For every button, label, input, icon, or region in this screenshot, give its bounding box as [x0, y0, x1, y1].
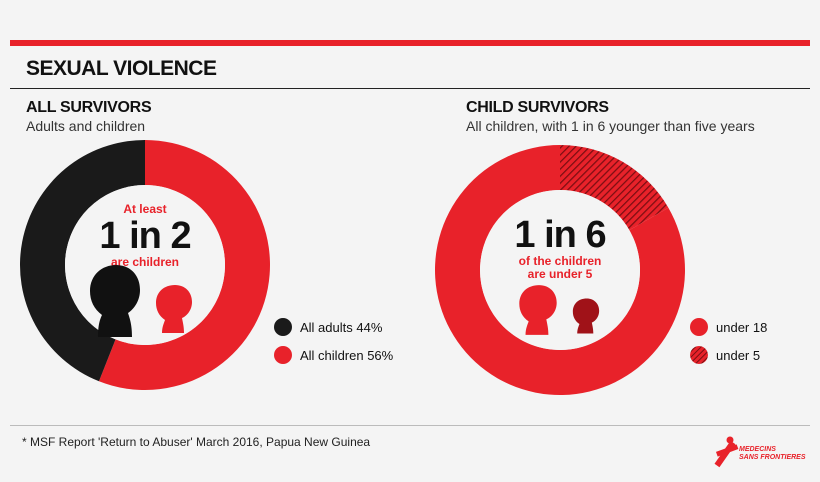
slice-all-adults — [19, 140, 145, 382]
msf-logo-text: MEDECINS SANS FRONTIERES — [739, 446, 806, 462]
right-section-title: CHILD SURVIVORS — [466, 99, 609, 116]
left-center-label: At least 1 in 2 are children — [95, 203, 195, 269]
legend-label-under-18: under 18 — [716, 319, 768, 335]
legend-swatch-under-5 — [690, 346, 708, 364]
slice-under-5 — [560, 145, 669, 231]
right-center-big: 1 in 6 — [514, 214, 606, 256]
right-section-subtitle: All children, with 1 in 6 younger than f… — [466, 118, 755, 134]
left-center-big: 1 in 2 — [99, 215, 191, 257]
legend-item-under-5: under 5 — [690, 346, 760, 364]
page-title: SEXUAL VIOLENCE — [26, 57, 217, 80]
legend-item-children: All children 56% — [274, 346, 393, 364]
slice-all-children — [98, 140, 270, 390]
child-head-icon-large — [519, 285, 557, 335]
slice-under-18 — [435, 145, 685, 395]
right-center-line1: of the children — [518, 254, 602, 268]
footer-rule — [10, 425, 810, 426]
legend-swatch-children — [274, 346, 292, 364]
left-center-bottom: are children — [110, 255, 180, 269]
legend-label-children: All children 56% — [300, 347, 394, 363]
legend-label-under-5: under 5 — [716, 347, 761, 363]
legend-item-adults: All adults 44% — [274, 318, 382, 336]
footnote: * MSF Report 'Return to Abuser' March 20… — [22, 435, 371, 449]
toddler-head-icon — [572, 298, 600, 334]
legend-item-under-18: under 18 — [690, 318, 767, 336]
logo-line2: SANS FRONTIERES — [739, 454, 806, 461]
right-center-line2: are under 5 — [527, 267, 593, 281]
left-section-title: ALL SURVIVORS — [26, 99, 152, 116]
legend-label-adults: All adults 44% — [300, 319, 383, 335]
legend-swatch-under-18 — [690, 318, 708, 336]
left-center-top: At least — [123, 202, 167, 216]
child-head-icon — [156, 285, 192, 333]
child-survivors-donut — [435, 145, 685, 395]
left-section-subtitle: Adults and children — [26, 118, 146, 134]
adult-head-icon — [90, 265, 140, 337]
donut-hole — [480, 190, 640, 350]
msf-logo-icon — [714, 436, 739, 468]
legend-swatch-adults — [274, 318, 292, 336]
title-rule — [10, 88, 810, 89]
right-center-label: 1 in 6 of the children are under 5 — [505, 215, 615, 281]
logo-line1: MEDECINS — [739, 446, 776, 453]
top-rule — [10, 40, 810, 46]
